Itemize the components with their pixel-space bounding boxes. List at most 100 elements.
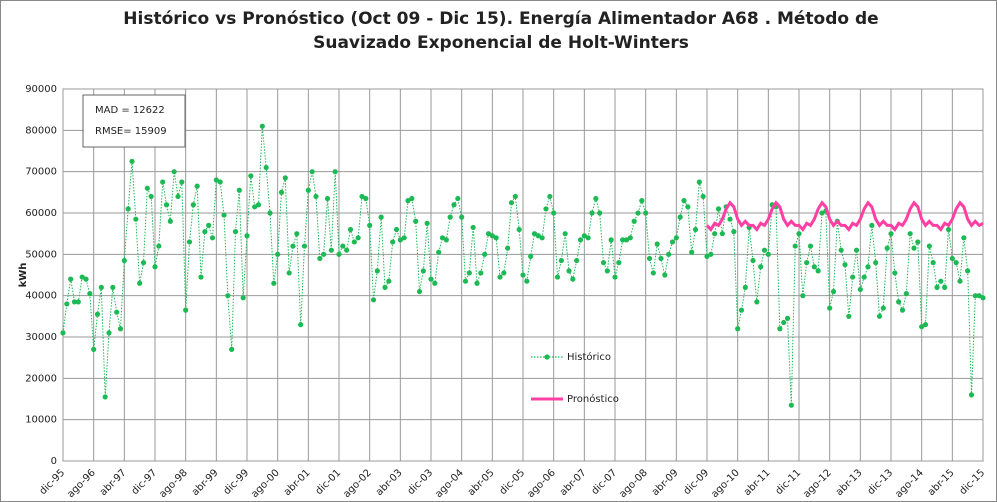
data-point bbox=[190, 202, 196, 208]
data-point bbox=[416, 288, 423, 295]
data-point bbox=[229, 346, 235, 352]
data-point bbox=[915, 239, 921, 245]
data-point bbox=[554, 274, 561, 280]
data-point bbox=[459, 214, 465, 220]
data-point bbox=[462, 278, 469, 284]
data-point bbox=[497, 274, 503, 280]
data-point bbox=[911, 245, 917, 251]
data-point bbox=[244, 233, 250, 239]
data-point bbox=[547, 193, 553, 200]
data-point bbox=[125, 206, 131, 212]
data-point bbox=[850, 274, 856, 280]
x-tick-label: dic-13 bbox=[866, 467, 896, 497]
data-point bbox=[482, 251, 488, 257]
data-point bbox=[378, 214, 384, 220]
data-point bbox=[309, 169, 315, 175]
data-point bbox=[344, 247, 350, 253]
data-point bbox=[455, 195, 461, 202]
data-point bbox=[144, 185, 150, 191]
data-point bbox=[942, 284, 948, 290]
data-point bbox=[715, 206, 722, 212]
data-point bbox=[811, 264, 817, 270]
data-point bbox=[213, 177, 219, 183]
data-point bbox=[796, 231, 802, 237]
data-point bbox=[133, 216, 139, 222]
data-point bbox=[792, 243, 798, 249]
data-point bbox=[727, 216, 733, 222]
data-point bbox=[198, 274, 204, 280]
data-point bbox=[838, 247, 844, 253]
x-tick-label: dic-07 bbox=[590, 467, 620, 497]
data-point bbox=[543, 206, 549, 212]
data-point bbox=[658, 255, 664, 262]
legend-swatch bbox=[544, 354, 550, 360]
x-tick-label: dic-95 bbox=[38, 467, 68, 497]
data-point bbox=[451, 202, 457, 208]
y-axis-label: kWh bbox=[18, 263, 29, 288]
data-point bbox=[781, 319, 787, 326]
data-point bbox=[635, 210, 641, 216]
data-point bbox=[558, 257, 564, 264]
data-point bbox=[712, 231, 718, 237]
data-point bbox=[930, 260, 936, 266]
data-point bbox=[972, 293, 978, 299]
data-point bbox=[685, 204, 691, 210]
data-point bbox=[512, 193, 518, 200]
data-point bbox=[83, 276, 89, 282]
x-tick-label: abr-13 bbox=[834, 467, 865, 498]
data-point bbox=[129, 158, 135, 164]
data-point bbox=[409, 195, 415, 202]
data-point bbox=[382, 284, 388, 290]
data-point bbox=[367, 222, 373, 228]
data-point bbox=[225, 293, 231, 299]
data-point bbox=[501, 270, 507, 276]
data-point bbox=[865, 264, 871, 270]
data-point bbox=[493, 235, 499, 241]
data-point bbox=[857, 286, 863, 293]
y-tick-label: 40000 bbox=[25, 291, 57, 302]
data-point bbox=[662, 272, 668, 278]
data-point bbox=[324, 195, 331, 202]
data-point bbox=[252, 204, 258, 210]
data-point bbox=[206, 222, 212, 228]
data-point bbox=[397, 237, 403, 243]
data-point bbox=[593, 195, 599, 202]
data-point bbox=[961, 235, 967, 241]
data-point bbox=[681, 198, 687, 204]
data-point bbox=[888, 231, 894, 237]
data-point bbox=[692, 226, 699, 233]
data-point bbox=[827, 305, 833, 311]
data-point bbox=[899, 307, 906, 313]
data-point bbox=[631, 218, 637, 224]
data-point bbox=[965, 268, 971, 274]
x-tick-label: abr-15 bbox=[926, 467, 957, 498]
data-point bbox=[301, 243, 308, 249]
data-point bbox=[443, 237, 449, 243]
data-point bbox=[597, 210, 603, 216]
data-point bbox=[612, 274, 618, 280]
data-point bbox=[466, 270, 472, 276]
data-point bbox=[643, 210, 649, 216]
data-point bbox=[363, 195, 369, 202]
data-point bbox=[194, 183, 200, 189]
x-tick-label: dic-15 bbox=[958, 467, 988, 497]
data-point bbox=[505, 245, 511, 251]
data-point bbox=[148, 193, 154, 200]
data-point bbox=[953, 260, 959, 266]
data-point bbox=[432, 280, 438, 286]
data-point bbox=[110, 284, 116, 290]
y-tick-label: 0 bbox=[51, 456, 57, 467]
data-point bbox=[742, 284, 748, 290]
x-tick-label: ago-00 bbox=[249, 467, 282, 500]
data-point bbox=[240, 295, 246, 301]
data-point bbox=[551, 210, 557, 216]
data-point bbox=[880, 305, 886, 311]
data-point bbox=[275, 251, 281, 257]
data-point bbox=[968, 392, 975, 398]
x-tick-label: abr-99 bbox=[190, 467, 221, 498]
data-point bbox=[976, 293, 982, 299]
data-point bbox=[79, 274, 85, 280]
data-point bbox=[884, 245, 890, 251]
data-point bbox=[68, 276, 74, 282]
